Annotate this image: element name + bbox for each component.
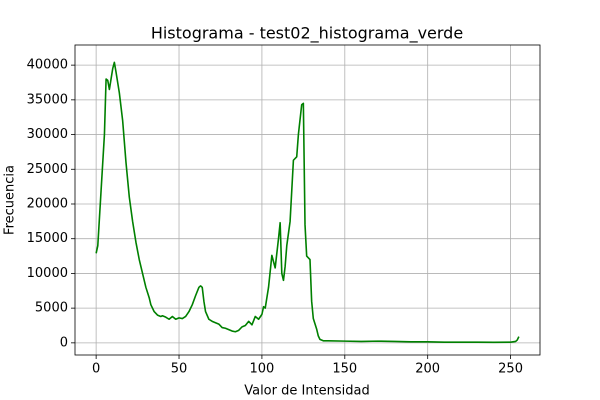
- x-tick-label: 150: [332, 362, 357, 377]
- y-tick-label: 20000: [27, 196, 68, 211]
- grid-group: [75, 45, 540, 355]
- data-line: [95, 61, 520, 344]
- x-tick-label: 50: [171, 362, 188, 377]
- x-tick-label: 0: [92, 362, 100, 377]
- x-tick-label: 200: [415, 362, 440, 377]
- y-tick-label: 35000: [27, 92, 68, 107]
- x-axis-label: Valor de Intensidad: [244, 384, 370, 399]
- y-tick-label: 10000: [27, 266, 68, 281]
- y-tick-label: 25000: [27, 162, 68, 177]
- plot-group: [95, 61, 520, 344]
- y-axis-label: Frecuencia: [3, 165, 18, 235]
- y-tick-label: 40000: [27, 58, 68, 73]
- y-tick-label: 30000: [27, 127, 68, 142]
- y-tick-label: 15000: [27, 231, 68, 246]
- x-tick-label: 100: [249, 362, 274, 377]
- axes-frame: [74, 44, 541, 356]
- y-tick-label: 5000: [35, 301, 68, 316]
- chart-title: Histograma - test02_histograma_verde: [151, 24, 463, 44]
- x-tick-label: 250: [498, 362, 523, 377]
- y-tick-label: 0: [60, 335, 68, 350]
